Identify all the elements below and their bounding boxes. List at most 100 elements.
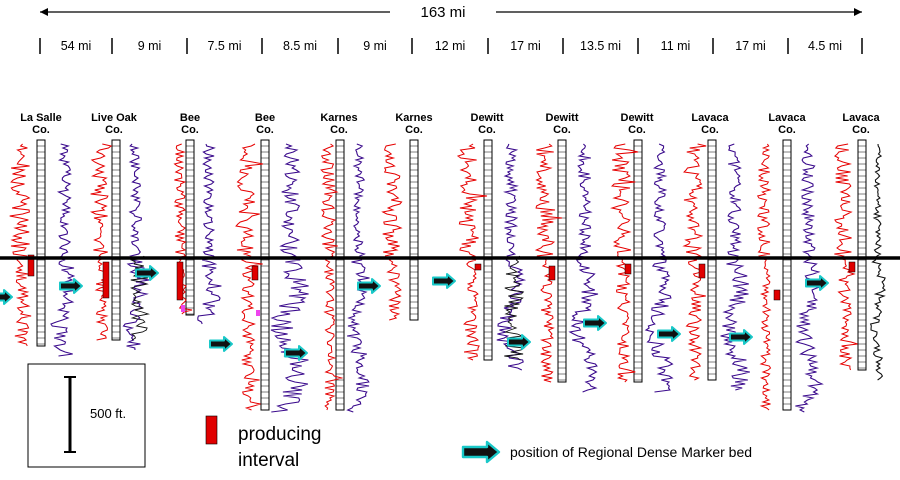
scale-box: 500 ft. bbox=[27, 363, 146, 468]
well-county-name: Lavaca bbox=[842, 112, 880, 124]
depth-track bbox=[483, 139, 493, 361]
gamma-ray-curve bbox=[381, 143, 403, 321]
well-log bbox=[756, 139, 824, 413]
well-county-name: Bee bbox=[255, 112, 275, 124]
marker-arrow-icon bbox=[805, 275, 829, 291]
total-distance-bar: 163 mi bbox=[40, 4, 862, 21]
marker-arrow-icon bbox=[209, 336, 233, 352]
arrowhead-left-icon bbox=[40, 8, 48, 16]
well-log bbox=[610, 139, 674, 393]
gamma-ray-curve bbox=[682, 143, 707, 381]
well-log bbox=[534, 139, 599, 393]
well-log bbox=[834, 139, 886, 381]
producing-interval-swatch bbox=[205, 415, 218, 445]
well-county-suffix: Co. bbox=[405, 124, 423, 136]
pink-interval bbox=[256, 310, 260, 316]
producing-interval bbox=[251, 265, 259, 281]
marker-arrow-icon bbox=[432, 273, 456, 289]
producing-interval bbox=[773, 289, 781, 301]
spacing-label: 17 mi bbox=[735, 39, 766, 53]
well-log bbox=[235, 139, 309, 413]
well-log bbox=[9, 139, 80, 357]
marker-arrow-icon bbox=[284, 345, 308, 361]
resistivity-curve bbox=[794, 143, 824, 413]
producing-interval bbox=[548, 265, 556, 281]
gamma-ray-curve bbox=[756, 143, 772, 411]
well-county-suffix: Co. bbox=[852, 124, 870, 136]
marker-arrow-icon bbox=[507, 334, 531, 350]
well-county-name: Lavaca bbox=[768, 112, 806, 124]
well-log bbox=[320, 139, 373, 413]
resistivity-curve bbox=[197, 143, 222, 325]
well-county-name: Lavaca bbox=[691, 112, 729, 124]
well-county-name: La Salle bbox=[20, 112, 62, 124]
resistivity-curve bbox=[122, 143, 150, 351]
depth-track bbox=[335, 139, 345, 411]
well-log bbox=[89, 139, 150, 351]
gamma-ray-curve bbox=[235, 143, 264, 411]
well-county-name: Karnes bbox=[395, 112, 432, 124]
spacing-label: 54 mi bbox=[61, 39, 92, 53]
well-county-name: Dewitt bbox=[471, 112, 504, 124]
well-county-name: Karnes bbox=[320, 112, 357, 124]
pink-interval bbox=[181, 305, 185, 312]
marker-arrow-icon bbox=[59, 278, 83, 294]
gamma-ray-curve bbox=[173, 143, 193, 315]
resistivity-curve bbox=[50, 143, 80, 357]
spacing-label: 17 mi bbox=[510, 39, 541, 53]
depth-track bbox=[782, 139, 792, 411]
gamma-ray-curve bbox=[320, 143, 344, 411]
gamma-ray-curve bbox=[534, 143, 563, 383]
well-county-suffix: Co. bbox=[628, 124, 646, 136]
resistivity-curve bbox=[270, 143, 309, 413]
gamma-ray-curve bbox=[456, 143, 488, 361]
markers-layer bbox=[0, 265, 829, 361]
marker-arrow-icon bbox=[657, 326, 681, 342]
producing-interval bbox=[27, 254, 35, 277]
well-county-suffix: Co. bbox=[105, 124, 123, 136]
legend-producing-interval: producing interval bbox=[205, 415, 321, 471]
well-county-name: Live Oak bbox=[91, 112, 138, 124]
legend-producing-line1: producing bbox=[238, 424, 321, 445]
well-county-suffix: Co. bbox=[181, 124, 199, 136]
well-log bbox=[456, 139, 527, 371]
resistivity-curve bbox=[644, 143, 674, 393]
depth-track bbox=[633, 139, 643, 383]
depth-track bbox=[36, 139, 46, 347]
marker-arrow-icon bbox=[461, 440, 501, 464]
well-county-suffix: Co. bbox=[701, 124, 719, 136]
marker-arrow-icon bbox=[135, 265, 159, 281]
depth-track bbox=[185, 139, 195, 316]
marker-arrow-icon bbox=[729, 329, 753, 345]
well-log bbox=[173, 139, 222, 325]
spacing-label: 7.5 mi bbox=[207, 39, 241, 53]
well-log bbox=[381, 139, 419, 321]
total-distance-label: 163 mi bbox=[420, 4, 465, 21]
depth-track bbox=[260, 139, 270, 411]
well-county-suffix: Co. bbox=[478, 124, 496, 136]
resistivity-curve bbox=[568, 143, 599, 393]
legend-producing-line2: interval bbox=[238, 450, 299, 471]
well-county-suffix: Co. bbox=[256, 124, 274, 136]
well-county-suffix: Co. bbox=[553, 124, 571, 136]
well-logs-layer bbox=[9, 139, 886, 413]
depth-track bbox=[557, 139, 567, 383]
marker-arrow-icon bbox=[357, 278, 381, 294]
marker-arrow-icon bbox=[583, 315, 607, 331]
spacing-label: 9 mi bbox=[138, 39, 162, 53]
producing-interval bbox=[474, 263, 482, 271]
producing-interval bbox=[102, 261, 110, 299]
legend-marker-label: position of Regional Dense Marker bed bbox=[510, 444, 752, 460]
well-county-name: Dewitt bbox=[621, 112, 654, 124]
spacing-label: 9 mi bbox=[363, 39, 387, 53]
well-county-suffix: Co. bbox=[330, 124, 348, 136]
depth-track bbox=[111, 139, 121, 341]
spacing-label: 12 mi bbox=[435, 39, 466, 53]
depth-track bbox=[857, 139, 867, 371]
gamma-ray-curve bbox=[9, 143, 32, 347]
spacing-label: 11 mi bbox=[661, 39, 691, 53]
gamma-ray-curve bbox=[89, 143, 113, 341]
spacing-label: 4.5 mi bbox=[808, 39, 842, 53]
